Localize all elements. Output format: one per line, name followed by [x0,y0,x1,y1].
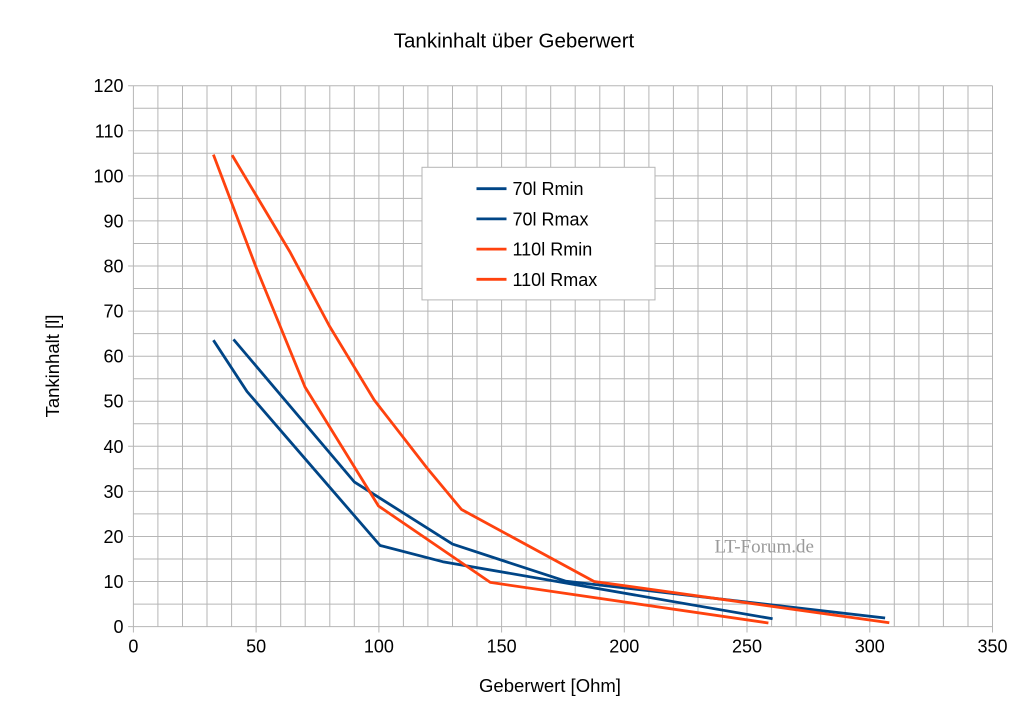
svg-text:60: 60 [103,347,123,367]
svg-text:Tankinhalt [l]: Tankinhalt [l] [42,315,63,418]
svg-text:70l Rmin: 70l Rmin [513,179,584,199]
svg-text:50: 50 [103,392,123,412]
svg-text:30: 30 [103,482,123,502]
svg-text:100: 100 [364,637,394,657]
svg-text:200: 200 [609,637,639,657]
svg-text:110l Rmax: 110l Rmax [513,270,598,290]
svg-text:300: 300 [855,637,885,657]
svg-text:110l Rmin: 110l Rmin [513,240,593,260]
svg-text:Geberwert [Ohm]: Geberwert [Ohm] [479,675,621,696]
svg-text:Tankinhalt über Geberwert: Tankinhalt über Geberwert [394,30,635,53]
svg-text:20: 20 [103,527,123,547]
svg-text:350: 350 [977,637,1007,657]
svg-text:70: 70 [103,302,123,322]
svg-text:110: 110 [95,121,124,141]
svg-text:90: 90 [103,211,123,231]
svg-text:70l Rmax: 70l Rmax [513,209,589,229]
svg-text:40: 40 [103,437,123,457]
svg-text:80: 80 [103,257,123,277]
svg-text:0: 0 [128,637,138,657]
svg-text:120: 120 [93,76,123,96]
svg-text:100: 100 [93,166,123,186]
svg-text:50: 50 [246,637,266,657]
svg-text:150: 150 [487,637,517,657]
svg-text:LT-Forum.de: LT-Forum.de [715,537,814,558]
svg-text:10: 10 [103,572,123,592]
svg-text:0: 0 [113,617,123,637]
svg-text:250: 250 [732,637,762,657]
